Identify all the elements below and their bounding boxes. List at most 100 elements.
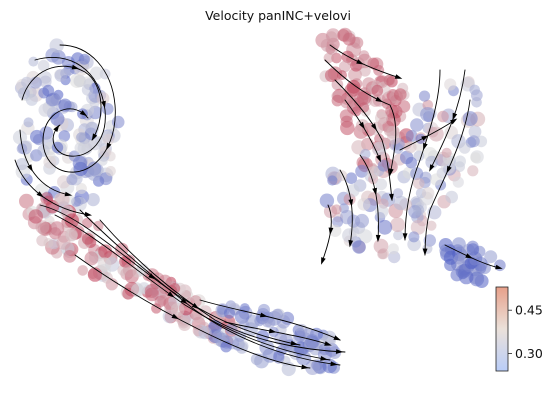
streamline-arrowhead <box>321 257 326 265</box>
streamline-arrowhead <box>301 364 309 370</box>
cell-point <box>413 150 425 162</box>
streamline-arrowhead <box>422 248 428 256</box>
cell-point <box>158 286 171 299</box>
cell-point <box>392 188 404 199</box>
cell-point <box>72 156 88 171</box>
cell-point <box>49 38 64 53</box>
cell-point <box>51 141 64 154</box>
cell-point <box>37 59 50 72</box>
cell-point <box>426 220 437 231</box>
cell-point <box>357 197 371 211</box>
colorbar-tick-label: 0.30 <box>515 346 543 361</box>
cell-point <box>319 193 335 208</box>
cell-point <box>86 193 100 207</box>
cell-point <box>393 230 404 241</box>
streamline <box>399 119 456 151</box>
cell-point <box>444 78 457 91</box>
cell-point <box>212 330 225 343</box>
cell-point <box>15 158 28 171</box>
cell-point <box>453 253 465 265</box>
streamline-arrowhead <box>167 291 175 298</box>
cell-point <box>339 94 355 109</box>
cell-point <box>413 204 425 216</box>
cell-point <box>66 174 78 186</box>
cell-point <box>357 53 372 69</box>
streamline-arrowhead <box>260 312 268 318</box>
streamline <box>19 129 71 196</box>
cell-point <box>58 130 71 142</box>
cell-point <box>358 102 370 113</box>
streamline <box>99 219 346 353</box>
cell-point <box>84 251 99 266</box>
colorbar-tick-label: 0.45 <box>515 303 543 318</box>
cell-point <box>341 50 354 63</box>
streamline <box>74 254 311 369</box>
cell-point <box>423 234 436 247</box>
cell-point <box>12 130 28 145</box>
cell-point <box>16 143 28 154</box>
streamline-arrowhead <box>324 341 332 346</box>
cell-point <box>408 231 420 243</box>
cell-point <box>387 243 399 255</box>
cell-point <box>327 175 338 186</box>
streamline-arrowhead <box>191 302 200 310</box>
cell-point <box>360 148 371 160</box>
cell-point <box>371 84 384 97</box>
cell-point <box>329 224 342 237</box>
cell-point <box>467 165 479 177</box>
cell-point <box>35 220 50 235</box>
streamline <box>34 57 106 157</box>
streamline <box>79 209 341 366</box>
cell-point <box>339 60 351 73</box>
streamline-arrowhead <box>465 253 473 259</box>
streamline-arrowhead <box>171 313 179 320</box>
cell-point <box>324 68 339 83</box>
streamline-arrowhead <box>335 349 344 354</box>
cell-point <box>404 141 417 154</box>
cell-point <box>430 173 443 186</box>
streamline-arrowhead <box>84 211 92 217</box>
cell-point <box>305 360 320 375</box>
cell-point <box>337 29 350 42</box>
streamline <box>429 69 466 171</box>
streamline-arrowhead <box>375 234 381 243</box>
streamline-arrowhead <box>53 124 60 132</box>
cell-point <box>322 358 338 374</box>
cell-point <box>387 130 402 145</box>
streamline-arrowhead <box>421 135 429 141</box>
cell-point <box>390 217 405 233</box>
cell-point <box>484 250 498 264</box>
streamline-arrowhead <box>348 199 354 207</box>
cell-point <box>323 52 334 64</box>
cell-point <box>19 193 34 209</box>
streamline-arrowhead <box>91 133 98 141</box>
cell-point <box>471 97 482 108</box>
streamline <box>334 79 393 201</box>
cell-point <box>413 177 425 190</box>
streamline-arrowheads <box>27 59 503 370</box>
cell-point <box>405 130 418 142</box>
cell-point <box>388 251 401 264</box>
cell-point <box>38 103 52 117</box>
streamline-arrowhead <box>64 191 73 197</box>
cell-point <box>454 155 466 168</box>
cell-point <box>77 265 88 276</box>
cell-point <box>346 79 361 94</box>
streamline-arrowhead <box>371 123 377 131</box>
cell-point <box>144 284 159 298</box>
cell-point <box>25 93 38 106</box>
cell-point <box>367 166 380 179</box>
streamline-arrowhead <box>452 112 458 121</box>
streamline-arrowhead <box>290 340 299 346</box>
cell-point <box>418 90 431 102</box>
cell-point <box>410 167 424 181</box>
cell-point <box>383 74 395 86</box>
streamline <box>42 44 116 173</box>
cell-point <box>69 73 84 88</box>
cell-point <box>23 117 34 128</box>
cell-point <box>98 244 113 259</box>
cell-point <box>76 132 87 143</box>
cell-point <box>42 84 55 97</box>
streamline <box>344 99 381 161</box>
cell-point <box>385 108 397 120</box>
